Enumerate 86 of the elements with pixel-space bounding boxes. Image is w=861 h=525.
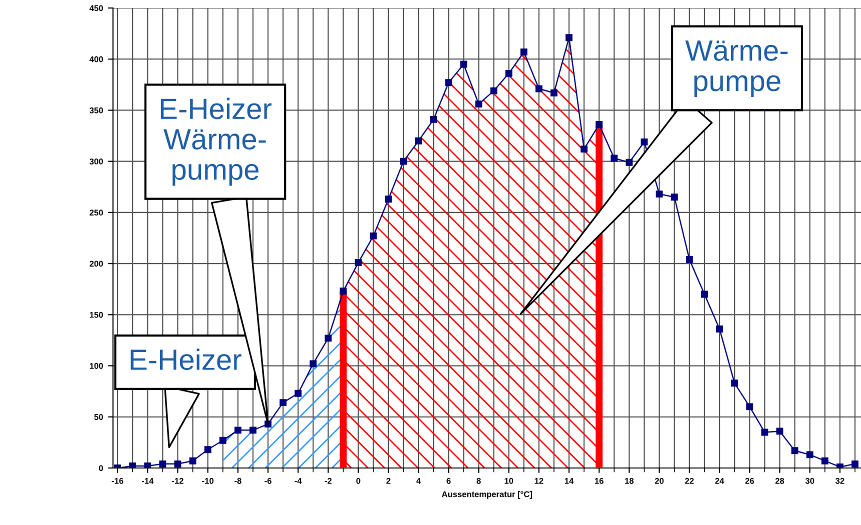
y-tick-label: 50 xyxy=(94,414,103,420)
x-tick-label: 16 xyxy=(595,478,604,484)
x-tick-label: 24 xyxy=(715,478,724,484)
x-tick-label: -6 xyxy=(264,478,272,484)
point xyxy=(520,48,528,56)
point xyxy=(310,360,317,368)
point xyxy=(475,100,482,108)
point xyxy=(505,70,512,77)
point xyxy=(340,288,347,295)
point xyxy=(670,194,678,201)
x-tick-label: 18 xyxy=(625,478,634,484)
annotation: E-Heizer xyxy=(130,348,242,370)
point xyxy=(490,87,498,94)
x-tick-label: 30 xyxy=(805,478,814,484)
point xyxy=(430,116,438,123)
point xyxy=(219,436,226,444)
y-tick-label: 0 xyxy=(98,465,103,472)
y-tick-label: 350 xyxy=(90,107,103,114)
x-tick-label: 6 xyxy=(446,478,451,484)
x-tick-label: -4 xyxy=(294,478,302,484)
point xyxy=(791,447,798,454)
x-tick-label: 20 xyxy=(654,478,664,484)
x-tick-label: -12 xyxy=(172,478,184,484)
x-tick-label: -2 xyxy=(324,478,332,484)
point xyxy=(324,334,332,342)
point xyxy=(460,60,468,68)
point xyxy=(550,89,558,96)
x-tick-label: 12 xyxy=(534,478,544,484)
point xyxy=(204,446,212,454)
point xyxy=(731,380,738,387)
x-tick-label: 10 xyxy=(504,478,514,484)
annotation: E-Heizer Wärme- pumpe xyxy=(160,98,272,186)
point xyxy=(566,34,572,42)
x-tick-label: -14 xyxy=(142,478,154,484)
x-tick-label: 28 xyxy=(775,478,784,484)
y-tick-label: 100 xyxy=(90,362,103,369)
point xyxy=(415,137,422,144)
point xyxy=(354,259,362,266)
x-tick-label: -10 xyxy=(202,478,214,484)
point xyxy=(384,196,392,203)
point xyxy=(370,232,377,240)
x-tick-label: 8 xyxy=(476,478,481,484)
x-tick-label: -16 xyxy=(112,478,124,484)
x-tick-label: 32 xyxy=(835,478,844,484)
x-tick-label: 2 xyxy=(386,478,390,484)
x-tick-label: 4 xyxy=(416,478,421,484)
x-tick-label: -8 xyxy=(234,478,242,484)
point xyxy=(445,79,452,86)
point xyxy=(761,428,768,436)
point xyxy=(234,426,242,434)
point xyxy=(656,190,663,198)
point xyxy=(716,326,723,332)
y-tick-label: 250 xyxy=(90,210,103,216)
point xyxy=(159,460,166,468)
y-tick-label: 450 xyxy=(90,5,103,12)
point xyxy=(294,390,302,397)
y-tick-label: 200 xyxy=(90,260,103,267)
point xyxy=(610,154,618,162)
point xyxy=(852,460,858,468)
point xyxy=(640,138,648,146)
point xyxy=(144,462,152,468)
y-tick-label: 300 xyxy=(90,158,103,164)
point xyxy=(821,457,828,464)
point xyxy=(280,399,287,406)
point xyxy=(535,85,542,92)
point xyxy=(686,256,693,263)
point xyxy=(580,146,588,153)
y-tick-label: 400 xyxy=(90,56,103,62)
x-tick-label: 26 xyxy=(745,478,754,484)
point xyxy=(596,121,603,128)
point xyxy=(626,158,633,166)
x-tick-label: 0 xyxy=(356,478,360,484)
y-tick-label: 150 xyxy=(90,312,103,318)
point xyxy=(400,158,407,165)
point xyxy=(701,290,708,298)
x-axis-title: Aussentemperatur [°C] xyxy=(442,491,532,499)
point xyxy=(806,451,814,458)
x-tick-label: 14 xyxy=(564,478,574,484)
x-tick-label: 22 xyxy=(685,478,694,484)
point xyxy=(249,426,256,434)
point xyxy=(776,428,784,435)
point xyxy=(174,460,182,468)
point xyxy=(189,457,196,464)
point xyxy=(129,462,136,468)
point xyxy=(746,403,754,410)
annotation: Wärme- pumpe xyxy=(685,40,788,98)
